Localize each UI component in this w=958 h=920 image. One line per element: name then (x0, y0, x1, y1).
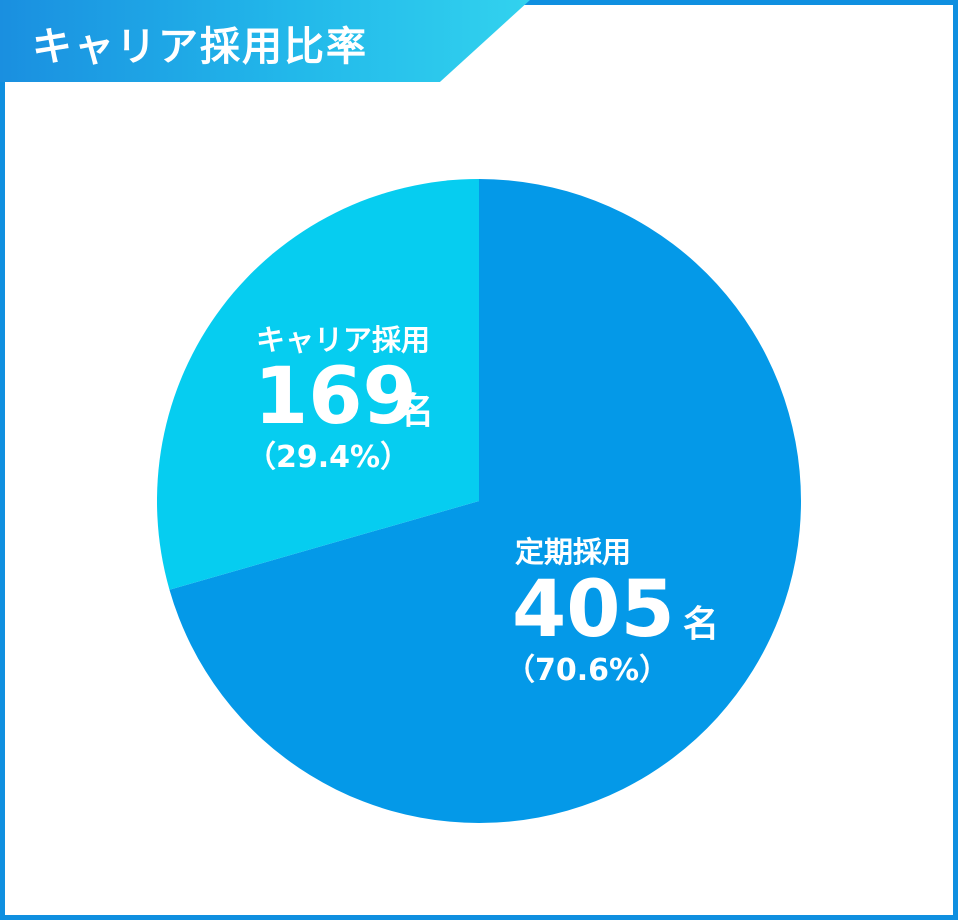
slice-count-teiki: 405 (512, 565, 675, 655)
pie-slice-career (156, 179, 479, 590)
slice-label-teiki: 定期採用 405 名 （70.6%） (505, 535, 719, 688)
chart-title: キャリア採用比率 (32, 24, 368, 70)
slice-unit-career: 名 (398, 391, 434, 432)
slice-label-career: キャリア採用 169 名 （29.4%） (246, 323, 434, 475)
slice-unit-teiki: 名 (683, 604, 719, 645)
slice-name-career: キャリア採用 (256, 323, 430, 357)
slice-name-teiki: 定期採用 (515, 535, 631, 569)
title-banner (0, 0, 530, 82)
pie-slice-teiki (169, 179, 801, 823)
slice-percent-career: （29.4%） (246, 440, 410, 475)
pie-slices (156, 179, 801, 823)
slice-percent-teiki: （70.6%） (505, 653, 669, 688)
slice-count-career: 169 (254, 352, 417, 442)
